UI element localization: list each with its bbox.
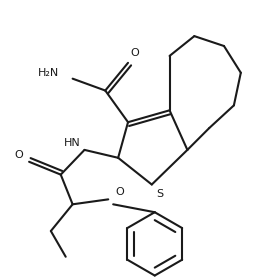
Text: HN: HN — [64, 138, 81, 148]
Text: O: O — [15, 150, 23, 160]
Text: H₂N: H₂N — [38, 68, 59, 78]
Text: O: O — [130, 48, 139, 58]
Text: S: S — [157, 189, 164, 199]
Text: O: O — [116, 187, 124, 197]
